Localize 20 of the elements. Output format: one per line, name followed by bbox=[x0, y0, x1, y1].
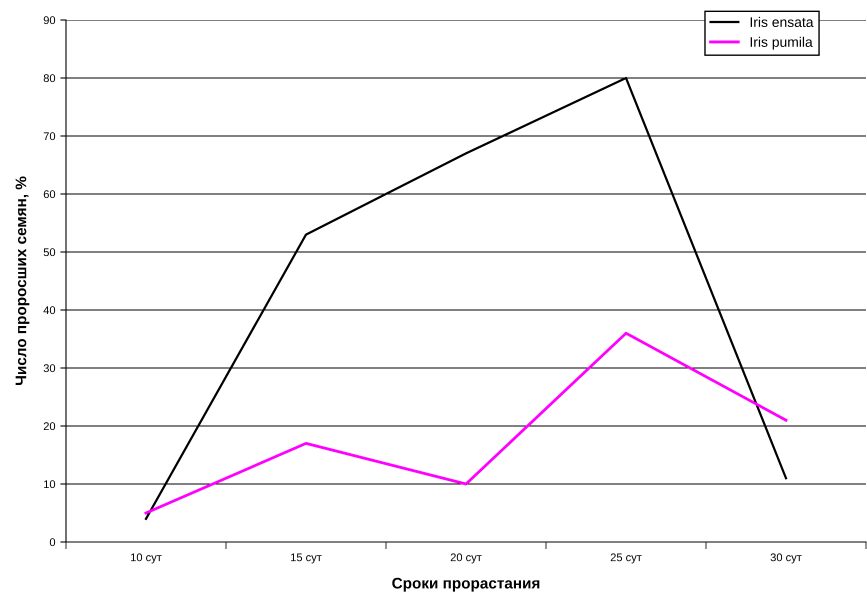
y-tick-label: 50 bbox=[44, 248, 56, 256]
legend-label: Iris pumila bbox=[750, 36, 813, 50]
y-tick-label: 60 bbox=[44, 190, 56, 198]
y-tick-label: 0 bbox=[50, 538, 56, 546]
x-tick-label: 25 сут bbox=[610, 553, 642, 564]
y-tick-label: 90 bbox=[44, 16, 56, 24]
y-tick-label: 80 bbox=[44, 74, 56, 82]
legend-label: Iris ensata bbox=[750, 16, 814, 28]
y-axis-title: Число проросших семян, % bbox=[16, 176, 30, 386]
y-tick-label: 40 bbox=[43, 306, 56, 314]
y-tick-label: 20 bbox=[44, 422, 56, 430]
x-tick-label: 30 сут bbox=[770, 553, 802, 564]
x-tick-label: 10 сут bbox=[131, 553, 162, 564]
y-tick-label: 70 bbox=[44, 132, 56, 140]
y-tick-label: 30 bbox=[44, 364, 56, 372]
y-tick-label: 10 bbox=[44, 480, 56, 488]
x-tick-label: 15 сут bbox=[291, 554, 322, 564]
line-series bbox=[144, 332, 788, 514]
x-axis-title: Сроки прорастания bbox=[392, 578, 540, 592]
x-tick-label: 20 сут bbox=[450, 553, 482, 564]
